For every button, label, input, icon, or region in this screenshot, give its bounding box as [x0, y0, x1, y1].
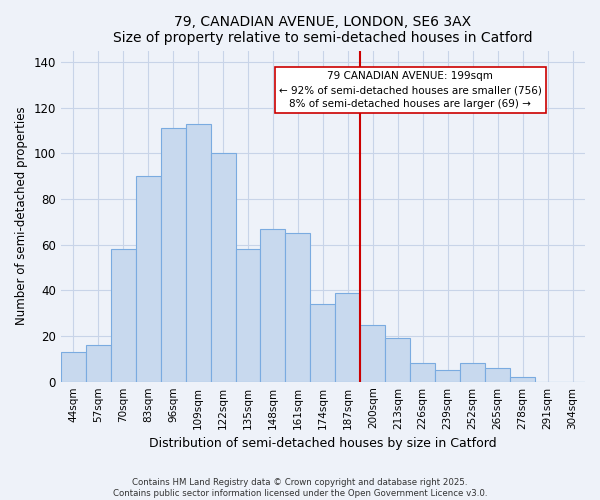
Bar: [236, 249, 260, 382]
Bar: [460, 364, 485, 382]
Title: 79, CANADIAN AVENUE, LONDON, SE6 3AX
Size of property relative to semi-detached : 79, CANADIAN AVENUE, LONDON, SE6 3AX Siz…: [113, 15, 533, 45]
Bar: [385, 338, 410, 382]
Bar: [286, 233, 310, 382]
Bar: [435, 370, 460, 382]
Bar: [335, 292, 361, 382]
Y-axis label: Number of semi-detached properties: Number of semi-detached properties: [15, 107, 28, 326]
Bar: [61, 352, 86, 382]
Bar: [211, 154, 236, 382]
Text: Contains HM Land Registry data © Crown copyright and database right 2025.
Contai: Contains HM Land Registry data © Crown c…: [113, 478, 487, 498]
Bar: [136, 176, 161, 382]
Bar: [510, 377, 535, 382]
Bar: [410, 364, 435, 382]
Bar: [161, 128, 185, 382]
Text: 79 CANADIAN AVENUE: 199sqm
← 92% of semi-detached houses are smaller (756)
8% of: 79 CANADIAN AVENUE: 199sqm ← 92% of semi…: [279, 71, 542, 109]
Bar: [185, 124, 211, 382]
X-axis label: Distribution of semi-detached houses by size in Catford: Distribution of semi-detached houses by …: [149, 437, 497, 450]
Bar: [310, 304, 335, 382]
Bar: [86, 345, 111, 382]
Bar: [361, 324, 385, 382]
Bar: [260, 228, 286, 382]
Bar: [485, 368, 510, 382]
Bar: [111, 249, 136, 382]
